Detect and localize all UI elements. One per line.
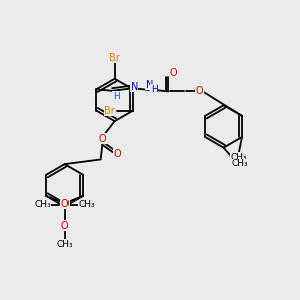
Text: CH₃: CH₃: [56, 240, 73, 249]
Text: N: N: [146, 80, 153, 90]
Text: CH₃: CH₃: [34, 200, 51, 209]
Text: O: O: [114, 148, 122, 158]
Text: CH₃: CH₃: [231, 153, 247, 162]
Text: N: N: [130, 82, 138, 92]
Text: H: H: [113, 92, 119, 100]
Text: O: O: [61, 199, 69, 209]
Text: CH₃: CH₃: [79, 200, 95, 209]
Text: Br: Br: [109, 52, 120, 62]
Text: O: O: [60, 199, 68, 209]
Text: H: H: [151, 85, 158, 94]
Text: O: O: [61, 221, 68, 231]
Text: Br: Br: [104, 106, 115, 116]
Text: O: O: [196, 86, 203, 96]
Text: O: O: [98, 134, 106, 144]
Text: CH₃: CH₃: [232, 159, 248, 168]
Text: O: O: [169, 68, 177, 78]
